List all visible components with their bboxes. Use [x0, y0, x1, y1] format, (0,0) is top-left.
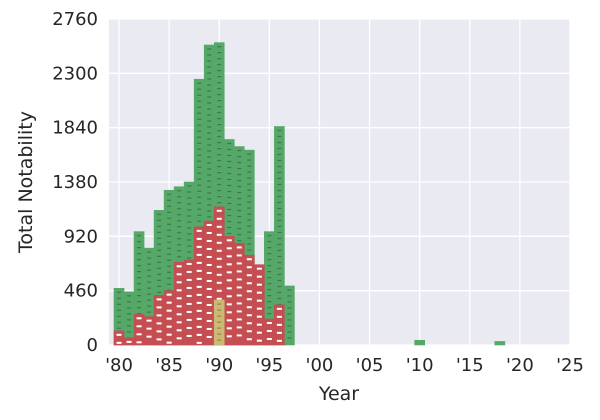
- bar: [284, 285, 295, 346]
- y-tick-label: 1380: [52, 172, 98, 193]
- bar: [254, 264, 265, 346]
- x-tick-label: '95: [255, 355, 283, 376]
- y-tick-label: 460: [64, 281, 98, 302]
- bar: [123, 291, 135, 346]
- x-tick-label: '00: [306, 355, 334, 376]
- x-tick-label: '25: [556, 355, 584, 376]
- bar: [203, 220, 215, 346]
- bar: [233, 243, 245, 346]
- x-axis-label: Year: [318, 383, 359, 405]
- bar: [153, 295, 165, 346]
- bar: [494, 341, 506, 346]
- y-tick-label: 2300: [52, 63, 98, 84]
- y-tick-label: 920: [64, 226, 98, 247]
- x-tick-label: '80: [105, 355, 133, 376]
- x-tick-label: '20: [506, 355, 534, 376]
- x-axis-ticks: '80 '85 '90 '95 '00 '05 '10 '15 '20 '25: [105, 355, 584, 376]
- bar: [414, 339, 425, 346]
- y-axis-label: Total Notability: [15, 111, 37, 254]
- y-tick-label: 2760: [52, 9, 98, 30]
- histogram-bars: [113, 42, 506, 346]
- x-tick-label: '90: [205, 355, 233, 376]
- x-tick-label: '05: [356, 355, 384, 376]
- y-tick-label: 1840: [52, 118, 98, 139]
- x-tick-label: '85: [155, 355, 183, 376]
- y-axis-ticks: 0 460 920 1380 1840 2300 2760: [52, 9, 98, 356]
- y-tick-label: 0: [87, 335, 98, 356]
- series-tan: [213, 299, 225, 346]
- series-red: [113, 206, 285, 346]
- bar: [213, 299, 225, 346]
- x-tick-label: '10: [406, 355, 434, 376]
- x-tick-label: '15: [456, 355, 484, 376]
